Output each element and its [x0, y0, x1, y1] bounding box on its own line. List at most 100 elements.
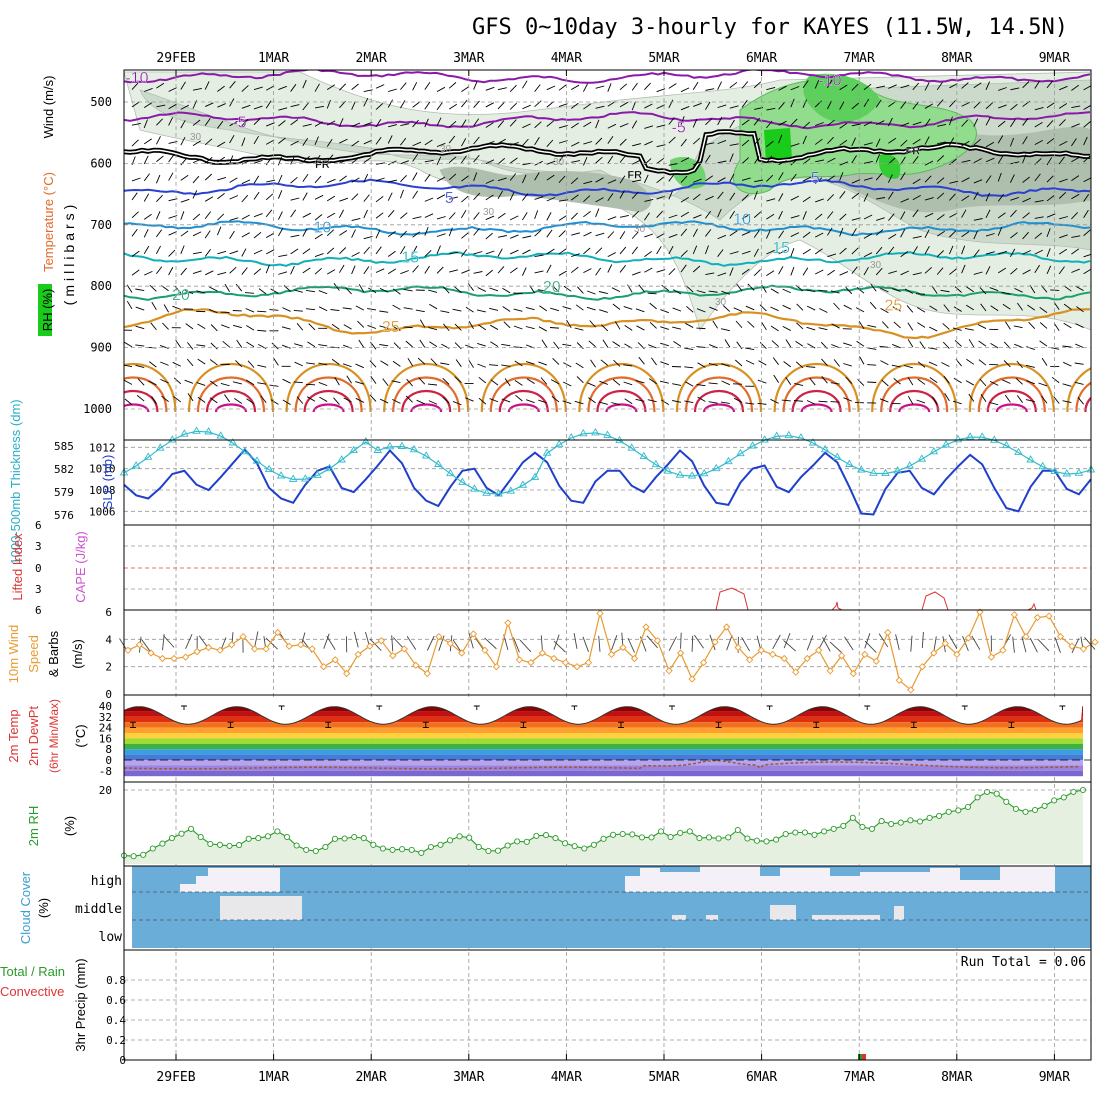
wind10-marker	[711, 638, 719, 646]
wind10-barb	[1037, 638, 1050, 652]
wind-barb	[583, 121, 592, 128]
wind-barb	[845, 376, 853, 384]
wind-barb	[686, 305, 694, 313]
wind10-barb	[921, 631, 924, 648]
wind-barb	[277, 211, 283, 220]
wind-barb	[204, 138, 213, 146]
wind10-marker	[861, 650, 869, 659]
wind-barb	[1041, 357, 1048, 366]
wind-barb	[1046, 213, 1056, 218]
thickness-marker	[216, 431, 225, 439]
wind-barb	[318, 362, 328, 366]
wind-barb	[156, 266, 163, 275]
wind-barb	[827, 175, 836, 182]
wind10-barb	[484, 637, 497, 650]
wind-barb	[692, 228, 698, 238]
wind-barb	[929, 305, 938, 311]
wind10-barb	[741, 636, 751, 652]
wind-barb	[875, 153, 881, 163]
wind-barb	[851, 137, 857, 147]
wind-barb	[705, 88, 715, 91]
wind-barb	[1022, 250, 1031, 255]
wind-barb	[305, 308, 316, 311]
wind-barb	[888, 233, 897, 240]
wind-barb	[534, 196, 544, 200]
rh2m-marker	[648, 834, 655, 841]
isotherm-label: 15	[401, 250, 419, 267]
pressure-tick-label: 900	[90, 341, 112, 355]
wind-barb	[729, 173, 735, 183]
wind-barb	[290, 197, 300, 201]
wind-barb	[290, 176, 298, 184]
wind-barb	[124, 398, 133, 406]
wind-barb	[400, 137, 407, 146]
wind-barb	[851, 179, 861, 184]
temp-minmax	[864, 705, 871, 711]
wind-barb	[778, 85, 787, 91]
wind-barb	[696, 290, 706, 294]
thickness-marker	[434, 459, 443, 467]
wind-barb	[156, 194, 163, 203]
wind-barb	[502, 287, 511, 294]
wind10-barb	[1084, 637, 1096, 650]
wind-barb	[612, 341, 621, 347]
wind-barb	[534, 172, 540, 181]
wind-barb	[514, 380, 523, 386]
wind-barb	[830, 290, 840, 294]
wind-barb	[845, 286, 853, 295]
wind-barb	[869, 301, 877, 310]
wind-barb	[331, 323, 340, 330]
wind-barb	[856, 340, 865, 347]
wind-barb	[680, 175, 688, 183]
date-label-top: 3MAR	[453, 51, 484, 66]
wind-barb	[180, 211, 185, 220]
wind-barb	[693, 178, 702, 183]
wind-barb	[924, 245, 930, 255]
rh2m-marker	[638, 834, 645, 841]
wind-barb	[235, 360, 243, 368]
wind10-marker	[895, 676, 903, 684]
rh2m-marker	[485, 847, 492, 855]
wind-barb	[253, 159, 263, 164]
wind-barb	[465, 306, 474, 313]
date-label-top: 7MAR	[844, 51, 875, 66]
wind-barb	[818, 327, 828, 331]
wind-barb	[729, 267, 734, 276]
wind-barb	[436, 245, 441, 255]
wind-barb	[827, 253, 837, 258]
wind-barb	[1039, 322, 1048, 329]
wind-barb	[827, 79, 833, 88]
isotherm-loop	[124, 403, 150, 412]
wind-barb	[1075, 323, 1084, 328]
wind-barb	[729, 143, 739, 146]
wind-barb	[155, 136, 161, 145]
thickness-marker	[397, 441, 407, 449]
wind-barb	[387, 192, 393, 201]
wind-barb	[551, 285, 560, 293]
wind-barb	[424, 139, 433, 146]
wind-barb	[635, 308, 645, 313]
wind-barb	[1071, 175, 1080, 181]
wind-barb	[375, 212, 384, 219]
wind-barb	[1053, 323, 1060, 332]
wind10-marker	[469, 630, 478, 638]
wind-barb	[623, 381, 633, 386]
wind-barb	[717, 81, 723, 90]
date-label-bottom: 29FEB	[156, 1070, 195, 1085]
wind-barb	[708, 382, 718, 385]
wind-barb	[693, 160, 702, 166]
wind-barb	[1058, 191, 1067, 199]
wind-barb	[387, 231, 396, 237]
wind-barb	[1071, 123, 1080, 128]
rh-contour-label: 30	[553, 157, 565, 168]
wind-barb	[1022, 269, 1031, 275]
wind-barb	[265, 139, 275, 145]
wind-barb	[187, 342, 194, 350]
wind-barb	[875, 246, 883, 255]
wind-barb	[857, 378, 865, 386]
wind-barb	[766, 140, 774, 148]
wind-barb	[342, 307, 352, 310]
isotherm-loop	[1066, 367, 1091, 412]
thickness-marker	[748, 441, 757, 449]
temp-unit-label: (°C)	[73, 724, 88, 747]
